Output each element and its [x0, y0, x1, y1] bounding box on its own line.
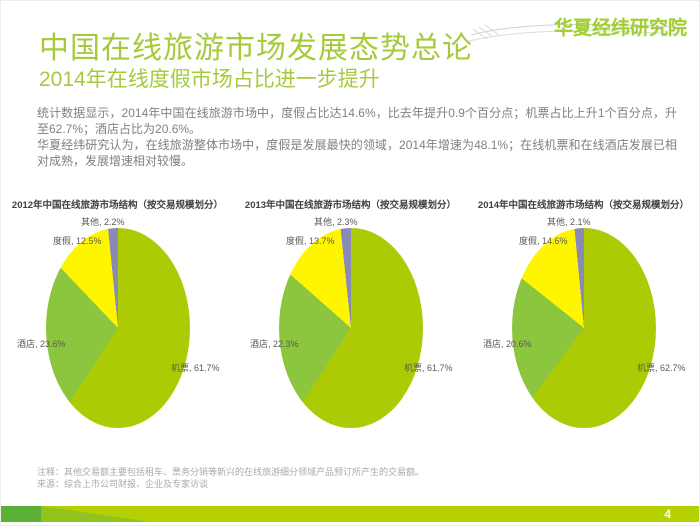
body-text: 统计数据显示，2014年中国在线旅游市场中，度假占比达14.6%，比去年提升0.… [37, 105, 677, 169]
body-paragraph-2: 华夏经纬研究认为，在线旅游整体市场中，度假是发展最快的领域，2014年增速为48… [37, 138, 677, 168]
pie-chart: 2013年中国在线旅游市场结构（按交易规模划分） 机票, 61.7% 酒店, 22.… [234, 191, 467, 461]
pie-label-flight: 机票, 62.7% [637, 363, 686, 373]
pie-label-flight: 机票, 61.7% [404, 363, 453, 373]
pie-label-hotel: 酒店, 20.6% [483, 339, 532, 349]
chart-title: 2012年中国在线旅游市场结构（按交易规模划分） [11, 200, 224, 211]
logo-text: 华夏经纬研究院 [553, 18, 687, 39]
pie-label-hotel: 酒店, 22.3% [250, 339, 299, 349]
pie-label-vacation: 度假, 12.5% [53, 236, 102, 246]
pie-label-flight: 机票, 61.7% [171, 363, 220, 373]
chart-title: 2013年中国在线旅游市场结构（按交易规模划分） [244, 200, 457, 211]
pie-label-other: 其他, 2.1% [547, 217, 591, 227]
page-title: 中国在线旅游市场发展态势总论 [39, 32, 473, 65]
pie-label-hotel: 酒店, 23.6% [17, 339, 66, 349]
footnotes: 注释：其他交易额主要包括租车、票务分销等新兴的在线旅游细分领域产品预订所产生的交… [37, 466, 424, 490]
page-number: 4 [664, 507, 671, 521]
footer-accent-wedge [41, 506, 151, 522]
body-paragraph-1: 统计数据显示，2014年中国在线旅游市场中，度假占比达14.6%，比去年提升0.… [37, 106, 677, 136]
pie-label-other: 其他, 2.2% [81, 217, 125, 227]
pie-chart: 2012年中国在线旅游市场结构（按交易规模划分） 机票, 61.7% 酒店, 23.… [1, 191, 234, 461]
pie-label-other: 其他, 2.3% [314, 217, 358, 227]
chart-title: 2014年中国在线旅游市场结构（按交易规模划分） [477, 200, 690, 211]
footnote-source: 来源：综合上市公司财报、企业及专家访谈 [37, 479, 209, 489]
pie [279, 227, 423, 429]
charts-row: 2012年中国在线旅游市场结构（按交易规模划分） 机票, 61.7% 酒店, 23.… [1, 191, 700, 461]
footer-bar: 4 [1, 506, 699, 522]
logo-swoosh-icon [469, 23, 675, 42]
pie-chart: 2014年中国在线旅游市场结构（按交易规模划分） 机票, 62.7% 酒店, 20.… [467, 191, 700, 461]
footer-accent-block [1, 506, 41, 522]
pie-label-vacation: 度假, 13.7% [286, 236, 335, 246]
page-subtitle: 2014年在线度假市场占比进一步提升 [39, 68, 380, 91]
footnote-note: 注释：其他交易额主要包括租车、票务分销等新兴的在线旅游细分领域产品预订所产生的交… [37, 467, 425, 477]
pie [512, 227, 656, 429]
company-logo: 华夏经纬研究院 [469, 13, 687, 47]
pie [46, 227, 190, 429]
pie-label-vacation: 度假, 14.6% [519, 236, 568, 246]
